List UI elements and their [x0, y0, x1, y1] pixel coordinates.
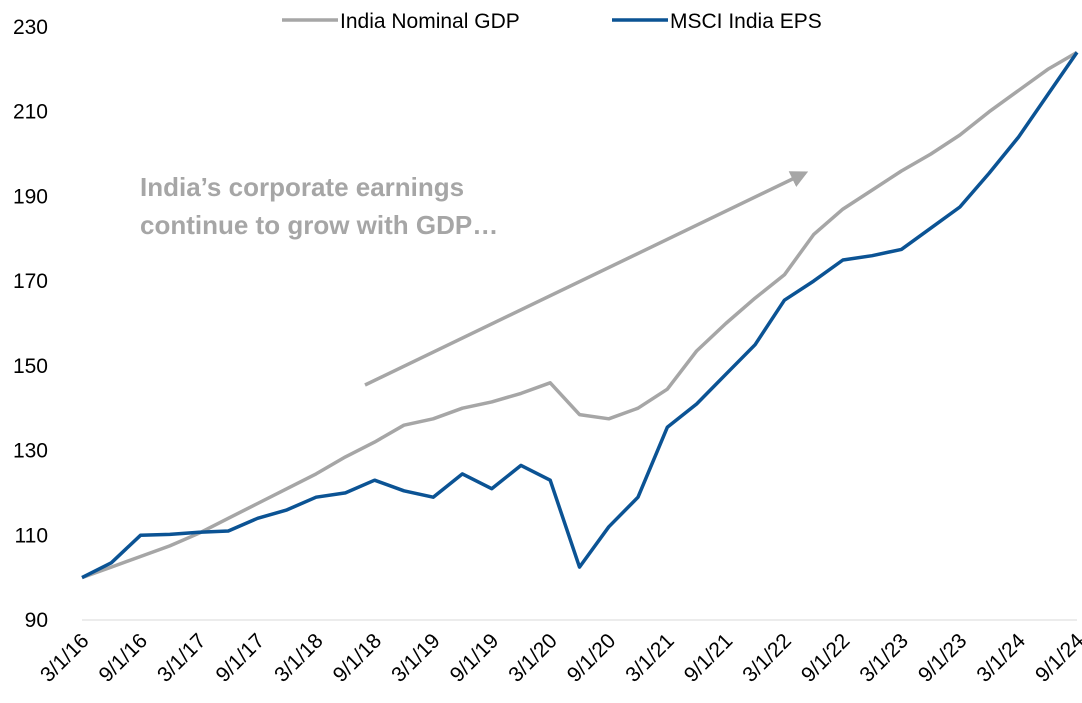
x-tick-label: 9/1/21	[680, 629, 738, 687]
x-tick-label: 9/1/16	[95, 629, 153, 687]
trend-arrow	[364, 171, 809, 387]
x-tick-label: 3/1/17	[153, 629, 211, 687]
x-tick-label: 9/1/18	[329, 629, 387, 687]
x-tick-label: 3/1/20	[504, 629, 562, 687]
annotation: India’s corporate earnings	[140, 172, 464, 202]
x-tick-label: 3/1/16	[36, 629, 94, 687]
x-tick-label: 3/1/24	[972, 629, 1030, 687]
x-tick-label: 9/1/24	[1031, 629, 1082, 687]
x-tick-label: 9/1/19	[446, 629, 504, 687]
y-tick-label: 90	[25, 609, 48, 632]
x-tick-label: 3/1/22	[738, 629, 796, 687]
x-tick-label: 9/1/23	[914, 629, 972, 687]
legend-label: India Nominal GDP	[340, 10, 520, 33]
x-tick-label: 3/1/21	[621, 629, 679, 687]
x-tick-label: 3/1/18	[270, 629, 328, 687]
x-tick-label: 9/1/17	[212, 629, 270, 687]
legend-label: MSCI India EPS	[670, 10, 822, 33]
y-tick-label: 130	[13, 440, 48, 463]
x-tick-label: 9/1/20	[563, 629, 621, 687]
y-tick-label: 150	[13, 355, 48, 378]
y-tick-label: 210	[13, 101, 48, 124]
x-tick-label: 9/1/22	[797, 629, 855, 687]
y-tick-label: 170	[13, 270, 48, 293]
y-tick-label: 190	[13, 185, 48, 208]
series-line	[81, 51, 1079, 580]
series-line	[81, 50, 1078, 580]
y-tick-label: 230	[13, 16, 48, 39]
x-tick-label: 3/1/23	[855, 629, 913, 687]
annotation: continue to grow with GDP…	[140, 210, 498, 240]
x-tick-label: 3/1/19	[387, 629, 445, 687]
y-tick-label: 110	[15, 524, 48, 547]
